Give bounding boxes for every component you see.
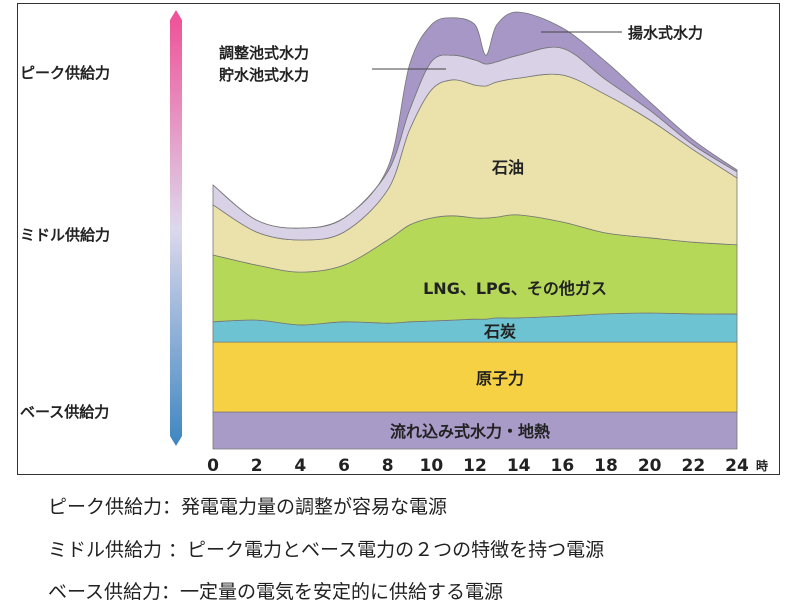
x-tick-label: 22 (681, 456, 705, 476)
stacked-area-chart: ピーク供給力 ミドル供給力 ベース供給力 流れ込み式水力・地熱 原子力 石炭 L… (20, 10, 768, 476)
area-label-nuclear: 原子力 (476, 369, 524, 388)
area-label-reservoir-1: 調整池式水力 (219, 44, 309, 62)
area-series-6 (212, 11, 738, 229)
x-tick-label: 12 (463, 456, 487, 476)
x-tick-label: 24 (725, 456, 749, 476)
area-label-pumped: 揚水式水力 (628, 24, 703, 42)
x-tick-label: 16 (550, 456, 574, 476)
x-tick-label: 2 (251, 456, 263, 476)
x-tick-label: 4 (294, 456, 306, 476)
x-tick-label: 0 (207, 456, 219, 476)
area-label-oil: 石油 (491, 158, 524, 177)
x-tick-label: 10 (419, 456, 443, 476)
note-middle: ミドル供給力 ：ピーク電力とベース電力の２つの特徴を持つ電源 (48, 539, 605, 561)
scale-label-peak: ピーク供給力 (20, 64, 110, 82)
chart-frame (17, 3, 780, 475)
x-tick-label: 18 (594, 456, 618, 476)
note-peak: ピーク供給力：発電電力量の調整が容易な電源 (48, 496, 448, 518)
note-base: ベース供給力：一定量の電気を安定的に供給する電源 (48, 581, 504, 603)
x-tick-label: 14 (507, 456, 531, 476)
area-label-gas: LNG、LPG、その他ガス (423, 279, 607, 298)
x-unit-label: 時 (756, 458, 768, 473)
x-tick-label: 8 (382, 456, 394, 476)
area-label-coal: 石炭 (483, 322, 516, 341)
area-label-reservoir-2: 貯水池式水力 (219, 66, 309, 84)
x-tick-label: 6 (338, 456, 350, 476)
scale-label-middle: ミドル供給力 (20, 226, 110, 244)
area-label-geothermal: 流れ込み式水力・地熱 (390, 422, 550, 441)
scale-label-base: ベース供給力 (20, 403, 109, 421)
x-tick-label: 20 (638, 456, 662, 476)
supply-gradient-bar (170, 10, 182, 446)
